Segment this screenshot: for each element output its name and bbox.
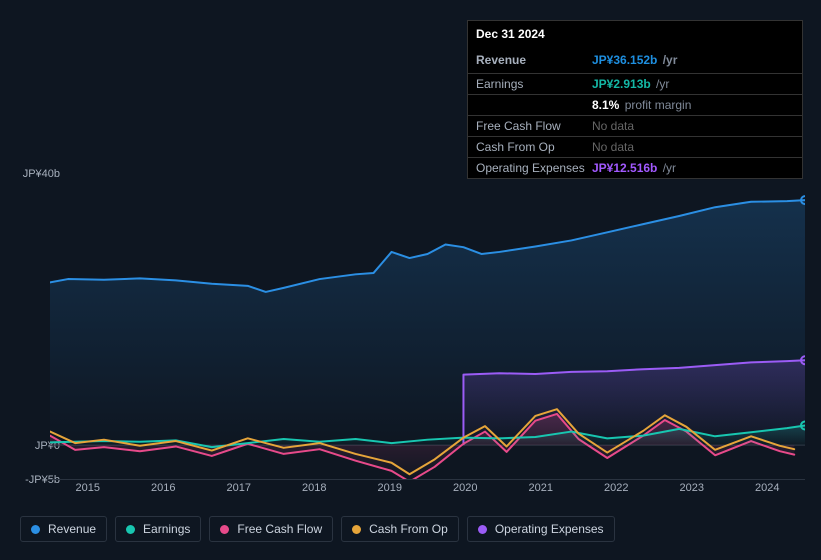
tooltip-row-label: Free Cash Flow [476, 119, 592, 133]
tooltip-row-label: Earnings [476, 77, 592, 91]
legend-item-opex[interactable]: Operating Expenses [467, 516, 615, 542]
x-tick: 2022 [579, 482, 655, 500]
x-axis: 2015201620172018201920202021202220232024 [50, 482, 805, 500]
tooltip-row: EarningsJP¥2.913b /yr [468, 73, 802, 94]
legend-item-earnings[interactable]: Earnings [115, 516, 201, 542]
tooltip-row: Free Cash FlowNo data [468, 115, 802, 136]
tooltip-row-value: JP¥36.152b /yr [592, 53, 677, 67]
legend-dot-icon [478, 525, 487, 534]
legend-dot-icon [126, 525, 135, 534]
tooltip-row-label [476, 98, 592, 112]
legend-item-cashop[interactable]: Cash From Op [341, 516, 459, 542]
x-tick: 2024 [730, 482, 806, 500]
tooltip-row: RevenueJP¥36.152b /yr [468, 47, 802, 73]
tooltip-row-label: Cash From Op [476, 140, 592, 154]
x-tick: 2019 [352, 482, 428, 500]
chart-legend: Revenue Earnings Free Cash Flow Cash From O… [20, 516, 615, 542]
tooltip-row: 8.1% profit margin [468, 94, 802, 115]
x-tick: 2020 [428, 482, 504, 500]
x-tick: 2016 [126, 482, 202, 500]
tooltip-row-label: Revenue [476, 53, 592, 67]
tooltip-date: Dec 31 2024 [468, 21, 802, 47]
tooltip-date-text: Dec 31 2024 [476, 27, 545, 41]
legend-item-fcf[interactable]: Free Cash Flow [209, 516, 333, 542]
tooltip-row-value: No data [592, 119, 634, 133]
plot-area[interactable] [50, 174, 805, 480]
legend-item-label: Cash From Op [369, 522, 448, 536]
legend-item-label: Operating Expenses [495, 522, 604, 536]
legend-item-label: Revenue [48, 522, 96, 536]
legend-dot-icon [31, 525, 40, 534]
x-tick: 2021 [503, 482, 579, 500]
legend-item-label: Earnings [143, 522, 190, 536]
legend-dot-icon [352, 525, 361, 534]
legend-item-label: Free Cash Flow [237, 522, 322, 536]
financials-chart: JP¥40bJP¥0-JP¥5b 20152016201720182019202… [18, 160, 805, 500]
x-tick: 2018 [277, 482, 353, 500]
tooltip-row-value: JP¥2.913b /yr [592, 77, 669, 91]
chart-tooltip: Dec 31 2024 RevenueJP¥36.152b /yrEarning… [467, 20, 803, 179]
tooltip-row-value: No data [592, 140, 634, 154]
tooltip-row: Cash From OpNo data [468, 136, 802, 157]
x-tick: 2023 [654, 482, 730, 500]
legend-item-revenue[interactable]: Revenue [20, 516, 107, 542]
tooltip-row-value: 8.1% profit margin [592, 98, 691, 112]
x-tick: 2017 [201, 482, 277, 500]
x-tick: 2015 [50, 482, 126, 500]
legend-dot-icon [220, 525, 229, 534]
